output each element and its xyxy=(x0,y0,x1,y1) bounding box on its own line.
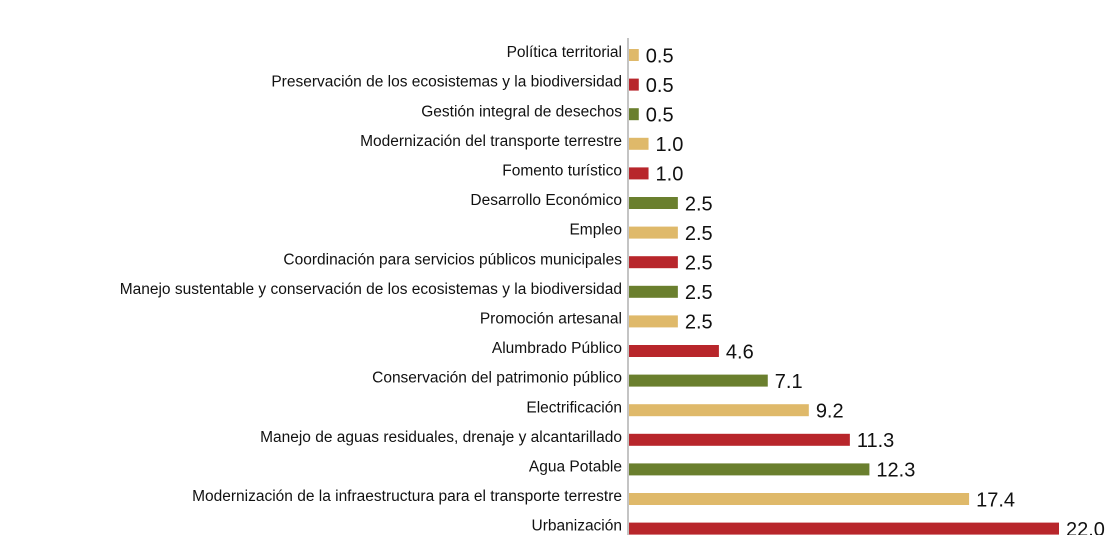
bar xyxy=(629,374,768,387)
bar xyxy=(629,226,678,239)
bar xyxy=(629,108,639,121)
bar xyxy=(629,137,649,150)
category-label: Manejo sustentable y conservación de los… xyxy=(120,281,622,298)
category-label: Política territorial xyxy=(507,44,622,61)
category-label: Agua Potable xyxy=(529,458,622,475)
value-label: 17.4 xyxy=(976,489,1015,511)
value-label: 0.5 xyxy=(646,45,674,67)
category-label: Empleo xyxy=(569,222,622,239)
value-label: 1.0 xyxy=(656,134,684,156)
category-label: Preservación de los ecosistemas y la bio… xyxy=(271,74,622,91)
bar xyxy=(629,49,639,61)
category-label: Alumbrado Público xyxy=(492,340,622,357)
value-label: 7.1 xyxy=(775,371,803,393)
category-label: Promoción artesanal xyxy=(480,310,622,327)
value-label: 22.0 xyxy=(1066,519,1105,535)
bar xyxy=(629,256,678,269)
bar xyxy=(629,345,719,357)
category-label: Modernización del transporte terrestre xyxy=(360,133,622,150)
value-label: 0.5 xyxy=(646,75,674,97)
category-label: Conservación del patrimonio público xyxy=(372,370,622,387)
category-label: Electrificación xyxy=(526,399,622,416)
value-label: 2.5 xyxy=(685,312,713,334)
bar xyxy=(629,285,678,298)
bar xyxy=(629,404,809,417)
category-label: Desarrollo Económico xyxy=(470,192,622,209)
value-label: 2.5 xyxy=(685,193,713,215)
value-label: 4.6 xyxy=(726,341,754,363)
bar xyxy=(629,493,970,505)
bar xyxy=(629,197,678,209)
bar xyxy=(629,78,639,91)
category-label: Manejo de aguas residuales, drenaje y al… xyxy=(260,429,622,446)
value-label: 12.3 xyxy=(876,460,915,482)
bar xyxy=(629,315,678,328)
bar xyxy=(629,463,870,476)
value-label: 2.5 xyxy=(685,252,713,274)
category-label: Coordinación para servicios públicos mun… xyxy=(283,251,622,268)
bar xyxy=(629,167,649,180)
bar xyxy=(629,433,850,446)
value-label: 11.3 xyxy=(857,430,894,452)
value-label: 9.2 xyxy=(816,400,844,422)
value-label: 2.5 xyxy=(685,282,713,304)
value-label: 2.5 xyxy=(685,223,713,245)
category-label: Urbanización xyxy=(532,518,622,535)
value-label: 0.5 xyxy=(646,104,674,126)
bar xyxy=(629,522,1059,535)
category-label: Fomento turístico xyxy=(502,162,622,179)
value-label: 1.0 xyxy=(656,164,684,186)
category-label: Modernización de la infraestructura para… xyxy=(192,488,622,505)
category-label: Gestión integral de desechos xyxy=(421,103,622,120)
